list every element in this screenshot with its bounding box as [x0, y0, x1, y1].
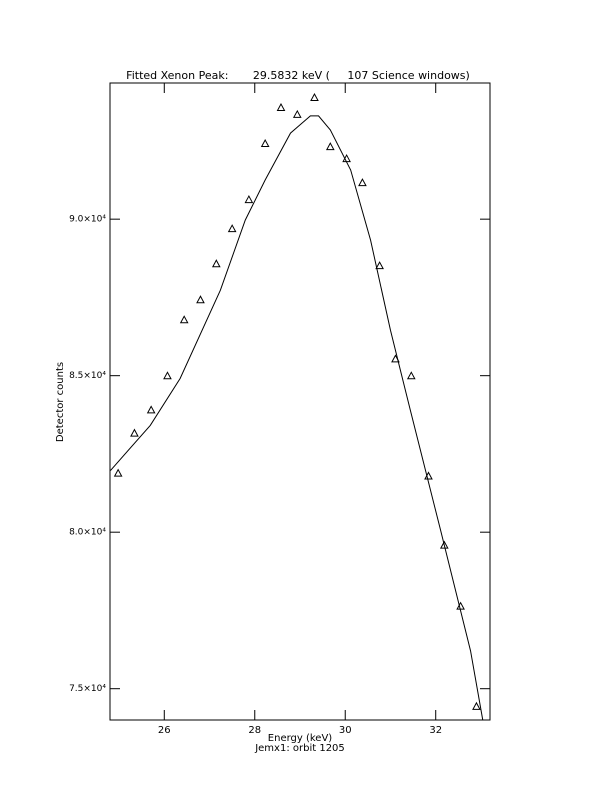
y-tick-label: 8.5×10⁴ — [69, 371, 106, 381]
data-point — [472, 701, 481, 710]
data-point — [113, 468, 123, 477]
data-point — [310, 92, 319, 102]
y-tick-label: 9.0×10⁴ — [69, 215, 106, 225]
subtitle: Jemx1: orbit 1205 — [254, 743, 345, 754]
data-point — [406, 371, 416, 380]
data-point — [292, 109, 302, 118]
y-tick-label: 7.5×10⁴ — [69, 684, 106, 694]
y-axis-label: Detector counts — [55, 362, 66, 442]
data-point — [211, 259, 221, 268]
data-point — [325, 142, 335, 151]
plot-frame — [109, 82, 491, 721]
data-point — [439, 540, 449, 549]
data-point — [244, 195, 254, 204]
data-point — [227, 224, 237, 233]
data-point — [276, 102, 286, 112]
chart-title: Fitted Xenon Peak: 29.5832 keV ( 107 Sci… — [126, 69, 470, 82]
x-axis-label: Energy (keV) — [268, 733, 333, 744]
x-tick-label: 32 — [429, 725, 442, 736]
x-tick-label: 26 — [158, 725, 171, 736]
data-point — [196, 295, 205, 304]
fit-line — [110, 115, 484, 721]
x-tick-label: 28 — [248, 725, 261, 736]
data-point — [179, 315, 189, 324]
data-point — [375, 261, 384, 270]
data-point — [163, 371, 172, 380]
data-point — [130, 428, 139, 437]
data-point — [146, 405, 156, 414]
x-tick-label: 30 — [339, 725, 352, 736]
y-tick-label: 8.0×10⁴ — [69, 528, 106, 538]
data-point — [260, 138, 270, 148]
data-point — [358, 178, 367, 187]
